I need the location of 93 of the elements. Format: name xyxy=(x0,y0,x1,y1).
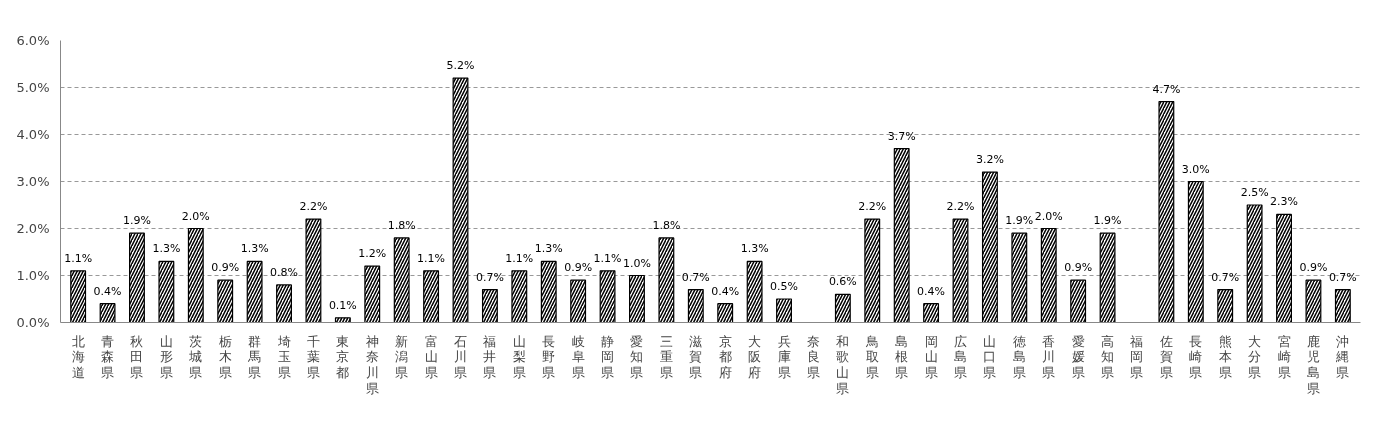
data-label: 0.8% xyxy=(270,265,299,279)
data-label: 3.0% xyxy=(1181,162,1210,176)
x-tick-label: 茨城県 xyxy=(188,333,203,380)
x-tick-label: 大阪府 xyxy=(748,333,762,380)
x-tick-label: 静岡県 xyxy=(601,333,615,380)
data-label: 2.0% xyxy=(181,209,210,223)
data-label: 0.7% xyxy=(1211,270,1240,284)
x-tick-label: 熊本県 xyxy=(1218,333,1232,380)
x-tick-label: 宮崎県 xyxy=(1277,333,1291,380)
data-label: 1.9% xyxy=(1005,214,1034,228)
data-label: 3.2% xyxy=(975,153,1004,167)
x-tick-label: 愛知県 xyxy=(630,333,644,380)
x-tick-label: 青森県 xyxy=(101,333,115,380)
data-label: 0.9% xyxy=(1299,261,1328,275)
data-label: 1.3% xyxy=(740,242,769,256)
x-tick-label: 長野県 xyxy=(542,333,556,380)
data-label: 0.5% xyxy=(770,280,799,293)
x-tick-label: 新潟県 xyxy=(395,333,409,380)
data-label: 1.2% xyxy=(358,247,387,261)
x-tick-label: 東京都 xyxy=(336,333,350,380)
x-tick-label: 京都府 xyxy=(718,333,732,380)
x-tick-label: 神奈川県 xyxy=(365,333,379,396)
x-tick-label: 福井県 xyxy=(483,333,497,380)
x-tick-label: 奈良県 xyxy=(806,333,820,380)
data-label: 2.2% xyxy=(299,200,328,214)
data-label: 0.9% xyxy=(564,261,593,275)
x-tick-label: 山口県 xyxy=(983,333,997,380)
x-tick-label: 高知県 xyxy=(1101,333,1115,380)
x-tick-label: 佐賀県 xyxy=(1159,333,1173,380)
data-label: 2.2% xyxy=(946,200,975,214)
data-label: 1.0% xyxy=(623,256,651,270)
data-label: 2.3% xyxy=(1270,195,1299,209)
data-label: 1.3% xyxy=(152,242,181,256)
data-label: 0.6% xyxy=(828,275,857,289)
y-tick-label: 2.0% xyxy=(16,221,50,236)
data-label: 0.9% xyxy=(1064,261,1093,275)
data-label: 2.2% xyxy=(858,200,887,214)
data-label: 3.7% xyxy=(887,129,916,143)
x-tick-label: 大分県 xyxy=(1248,333,1262,380)
y-tick-label: 6.0% xyxy=(16,33,50,48)
data-label: 0.4% xyxy=(711,284,740,298)
x-tick-label: 埼玉県 xyxy=(276,333,291,380)
x-tick-label: 山形県 xyxy=(159,333,173,380)
data-label: 4.7% xyxy=(1152,82,1181,96)
x-tick-label: 愛媛県 xyxy=(1071,333,1085,380)
x-tick-label: 滋賀県 xyxy=(689,333,703,380)
data-label: 1.1% xyxy=(593,251,622,265)
x-tick-label: 岡山県 xyxy=(924,333,938,380)
x-tick-label: 三重県 xyxy=(659,333,673,380)
x-tick-label: 香川県 xyxy=(1042,333,1056,380)
x-tick-label: 和歌山県 xyxy=(836,333,850,396)
data-label: 0.7% xyxy=(475,270,504,284)
x-tick-label: 山梨県 xyxy=(512,333,526,380)
x-tick-label: 広島県 xyxy=(954,333,967,380)
x-tick-label: 鹿児島県 xyxy=(1306,333,1320,396)
y-tick-label: 1.0% xyxy=(16,268,50,283)
x-tick-label: 福岡県 xyxy=(1130,333,1144,380)
data-label: 1.8% xyxy=(652,218,681,232)
x-tick-label: 鳥取県 xyxy=(864,333,879,380)
x-tick-label: 群馬県 xyxy=(247,333,262,380)
y-tick-label: 4.0% xyxy=(16,127,50,142)
x-tick-label: 富山県 xyxy=(424,333,438,380)
x-tick-label: 徳島県 xyxy=(1012,333,1026,380)
x-tick-label: 石川県 xyxy=(454,333,467,380)
x-tick-label: 島根県 xyxy=(895,333,909,380)
data-label: 2.5% xyxy=(1240,186,1269,199)
x-tick-label: 兵庫県 xyxy=(777,333,791,380)
data-label: 1.9% xyxy=(1093,214,1122,228)
data-label: 1.8% xyxy=(387,218,416,232)
data-label: 0.7% xyxy=(1328,270,1357,284)
data-label: 1.3% xyxy=(240,242,269,256)
data-label: 0.4% xyxy=(93,284,122,298)
data-label: 1.1% xyxy=(505,251,534,265)
data-label: 1.1% xyxy=(417,251,446,265)
x-tick-label: 秋田県 xyxy=(130,333,144,380)
data-label: 0.1% xyxy=(328,298,357,312)
y-tick-label: 3.0% xyxy=(16,174,50,189)
data-label: 1.9% xyxy=(123,214,151,228)
data-label: 0.9% xyxy=(211,261,240,275)
data-label: 1.1% xyxy=(64,251,93,265)
data-label: 5.2% xyxy=(446,59,475,73)
y-tick-label: 0.0% xyxy=(16,315,50,330)
x-tick-label: 栃木県 xyxy=(218,333,232,380)
x-tick-label: 千葉県 xyxy=(306,333,320,380)
data-label: 2.0% xyxy=(1034,209,1063,223)
x-tick-label: 長崎県 xyxy=(1189,333,1203,380)
y-tick-label: 5.0% xyxy=(16,80,50,95)
data-label: 0.4% xyxy=(917,284,946,298)
x-tick-label: 沖縄県 xyxy=(1335,333,1350,380)
data-label: 0.7% xyxy=(681,270,710,284)
x-tick-label: 北海道 xyxy=(71,333,85,380)
x-tick-label: 岐阜県 xyxy=(571,333,585,380)
data-label: 1.3% xyxy=(534,242,563,256)
